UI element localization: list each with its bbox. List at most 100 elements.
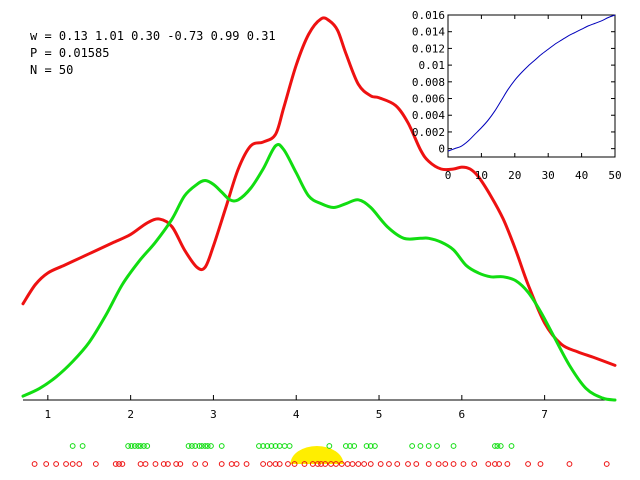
- red-sample-point: [492, 461, 498, 467]
- red-sample-point: [450, 461, 457, 467]
- red-sample-point: [314, 461, 321, 467]
- red-sample-point: [338, 461, 345, 467]
- green-sample-point: [272, 443, 279, 449]
- inset-x-tick-label: 20: [508, 169, 521, 182]
- red-sample-point: [243, 461, 250, 467]
- inset-y-tick-label: 0.012: [412, 42, 445, 55]
- green-sample-point: [326, 443, 333, 449]
- green-sample-point: [189, 443, 195, 449]
- inset-x-tick-label: 10: [475, 169, 488, 182]
- red-sample-point: [152, 461, 159, 467]
- main-x-tick-label: 4: [293, 408, 300, 421]
- inset-series-group: [447, 14, 616, 152]
- inset-y-tick-label: 0.002: [412, 126, 445, 139]
- inset-y-tick-label: 0.01: [419, 59, 446, 72]
- green-sample-point: [125, 443, 132, 449]
- red-sample-point: [69, 461, 76, 467]
- red-sample-point: [349, 461, 356, 467]
- green-sample-point: [218, 443, 225, 449]
- main-x-tick-label: 3: [210, 408, 217, 421]
- red-sample-point: [160, 461, 167, 467]
- red-sample-point: [394, 461, 401, 467]
- green-sample-point: [264, 443, 271, 449]
- red-sample-point: [566, 461, 573, 467]
- green-sample-point: [204, 443, 211, 449]
- red-sample-point: [266, 461, 273, 467]
- red-sample-point: [318, 461, 324, 467]
- inset-y-tick-label: 0.006: [412, 93, 445, 106]
- main-x-tick-label: 5: [376, 408, 383, 421]
- red-sample-point: [164, 461, 171, 467]
- inset-x-tick-label: 50: [608, 169, 621, 182]
- red-sample-point: [504, 461, 511, 467]
- green-sample-point: [417, 443, 424, 449]
- red-sample-point: [355, 461, 362, 467]
- red-sample-point: [63, 461, 69, 467]
- inset-x-tick-label: 30: [542, 169, 555, 182]
- green-sample-point: [371, 443, 378, 449]
- red-sample-point: [92, 461, 99, 467]
- green-sample-point: [260, 443, 267, 449]
- red-sample-point: [233, 461, 240, 467]
- green-sample-point: [128, 443, 135, 449]
- inset-y-tick-label: 0.014: [412, 26, 445, 39]
- green-sample-point: [268, 443, 275, 449]
- red-sample-point: [218, 461, 225, 467]
- red-sample-point: [142, 461, 149, 467]
- red-sample-point: [116, 461, 122, 467]
- red-sample-point: [405, 461, 411, 467]
- inset-ticks: 0 0.002 0.004 0.006 0.008 0.01 0.012 0.014 0.016…: [412, 9, 622, 182]
- red-sample-point: [119, 461, 126, 467]
- red-sample-point: [377, 461, 384, 467]
- red-sample-point: [112, 461, 119, 467]
- green-sample-point: [409, 443, 416, 449]
- weights-annotation: w = 0.13 1.01 0.30 -0.73 0.99 0.31: [30, 29, 276, 43]
- main-x-tick-label: 2: [127, 408, 134, 421]
- red-sample-point: [496, 461, 502, 467]
- green-sample-point: [196, 443, 203, 449]
- green-sample-point: [79, 443, 86, 449]
- red-sample-point: [53, 461, 60, 467]
- green-sample-point: [434, 443, 440, 449]
- green-sample-point: [425, 443, 432, 449]
- main-x-tick-label: 6: [459, 408, 466, 421]
- red-sample-point: [285, 461, 291, 467]
- red-sample-point: [76, 461, 83, 467]
- main-plot: 1 2 3 4 5 6 7: [21, 16, 617, 421]
- red-sample-point: [31, 461, 38, 467]
- red-sample-point: [272, 461, 279, 467]
- green-sample-point: [363, 443, 370, 449]
- green-sample-point: [497, 443, 504, 449]
- green-density-curve: [21, 143, 617, 402]
- main-x-tick-label: 1: [45, 408, 52, 421]
- inset-y-tick-label: 0: [438, 143, 445, 156]
- green-sample-point: [351, 443, 358, 449]
- green-sample-point: [367, 443, 374, 449]
- green-sample-point: [450, 443, 457, 449]
- red-sample-point: [276, 461, 283, 467]
- rug-plot: [31, 443, 610, 480]
- red-sample-point: [471, 461, 478, 467]
- red-sample-point: [333, 461, 339, 467]
- inset-y-tick-label: 0.008: [412, 76, 445, 89]
- red-sample-point: [485, 461, 492, 467]
- red-sample-point: [460, 461, 467, 467]
- red-density-curve: [21, 16, 617, 367]
- green-sample-point: [137, 443, 144, 449]
- green-sample-point: [131, 443, 138, 449]
- red-sample-point: [386, 461, 392, 467]
- red-sample-point: [603, 461, 610, 467]
- green-sample-point: [208, 443, 214, 449]
- green-sample-point: [492, 443, 498, 449]
- inset-y-tick-label: 0.004: [412, 109, 445, 122]
- red-sample-point: [442, 461, 449, 467]
- red-sample-point: [192, 461, 199, 467]
- green-sample-point: [140, 443, 147, 449]
- red-sample-point: [537, 461, 544, 467]
- green-sample-point: [135, 443, 141, 449]
- red-sample-point: [525, 461, 531, 467]
- inset-cumulative-curve: [447, 14, 616, 152]
- green-sample-point: [192, 443, 199, 449]
- green-sample-point: [185, 443, 192, 449]
